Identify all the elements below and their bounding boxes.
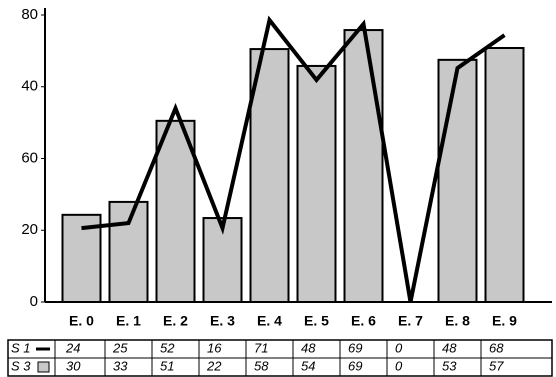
bar — [296, 64, 337, 303]
table-cell: 24 — [65, 340, 80, 355]
table-cell: 53 — [442, 358, 457, 373]
x-tick-label: E. 4 — [257, 313, 282, 329]
x-tick-label: E. 1 — [116, 313, 141, 329]
x-tick-label: E. 5 — [304, 313, 329, 329]
bar — [437, 58, 478, 303]
y-tick-label: 20 — [21, 221, 38, 238]
table-cell: 69 — [348, 340, 362, 355]
table-cell: 69 — [348, 358, 362, 373]
table-cell: 30 — [66, 358, 81, 373]
table-cell: 68 — [489, 340, 504, 355]
legend-label: S 1 — [11, 340, 31, 355]
line-series — [81, 15, 506, 303]
table-cell: 52 — [160, 340, 175, 355]
table-cell: 22 — [206, 358, 222, 373]
table-cell: 25 — [112, 340, 128, 355]
x-tick-label: E. 3 — [210, 313, 235, 329]
table-cell: 33 — [113, 358, 128, 373]
y-tick-label: 0 — [30, 293, 38, 310]
y-tick-label: 60 — [21, 149, 38, 166]
table-cell: 48 — [301, 340, 316, 355]
table-cell: 71 — [254, 340, 268, 355]
x-tick-label: E. 8 — [445, 313, 470, 329]
bar — [155, 119, 196, 303]
bar — [249, 48, 290, 303]
bar — [484, 47, 525, 303]
y-tick-label: 40 — [21, 78, 38, 95]
x-tick-label: E. 9 — [492, 313, 517, 329]
bar — [61, 213, 102, 303]
table-cell: 0 — [395, 340, 403, 355]
table-cell: 16 — [207, 340, 222, 355]
x-tick-label: E. 6 — [351, 313, 376, 329]
x-tick-label: E. 2 — [163, 313, 188, 329]
bar — [108, 200, 149, 303]
x-tick-label: E. 7 — [398, 313, 423, 329]
table-cell: 58 — [254, 358, 269, 373]
table-cell: 0 — [395, 358, 403, 373]
bar — [343, 29, 384, 303]
table-cell: 54 — [301, 358, 315, 373]
legend-label: S 3 — [11, 358, 31, 373]
x-tick-label: E. 0 — [69, 313, 94, 329]
table-cell: 51 — [160, 358, 174, 373]
table-cell: 48 — [442, 340, 457, 355]
legend-swatch — [37, 361, 50, 373]
y-tick-label: 80 — [21, 6, 38, 23]
table-cell: 57 — [489, 358, 504, 373]
